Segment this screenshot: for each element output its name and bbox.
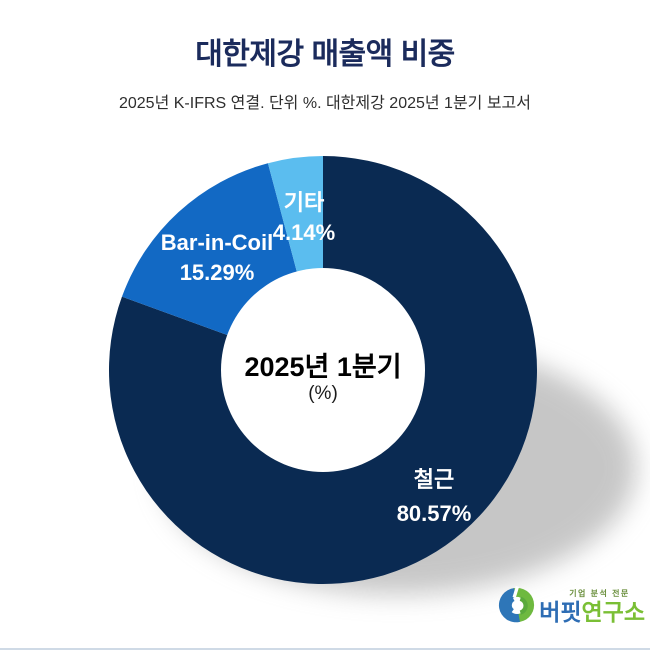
segment-label-gita: 기타	[284, 190, 325, 215]
chart-header: 대한제강 매출액 비중 2025년 K-IFRS 연결. 단위 %. 대한제강 …	[0, 0, 650, 112]
donut-center-label: 2025년 1분기	[244, 352, 401, 382]
logo-name-part1: 버핏	[539, 599, 582, 625]
segment-value-bar-in-coil: 15.29%	[180, 260, 255, 285]
segment-value-rebar: 80.57%	[397, 501, 472, 526]
segment-label-bar-in-coil: Bar-in-Coil	[161, 230, 273, 255]
buffett-lab-logo-text: 기업 분석 전문 버핏연구소	[539, 586, 645, 624]
image-bottom-border	[0, 648, 650, 650]
segment-label-rebar: 철근	[414, 467, 454, 492]
donut-hole	[221, 268, 425, 472]
logo-name: 버핏연구소	[539, 601, 645, 624]
page-subtitle: 2025년 K-IFRS 연결. 단위 %. 대한제강 2025년 1분기 보고…	[118, 95, 531, 112]
logo-name-part2: 연구소	[581, 599, 645, 625]
donut-center-sublabel: (%)	[308, 383, 338, 404]
page-title: 대한제강 매출액 비중	[195, 38, 455, 71]
buffett-lab-logo: 기업 분석 전문 버핏연구소	[498, 586, 645, 624]
segment-value-gita: 4.14%	[273, 220, 335, 245]
logo-tagline: 기업 분석 전문	[569, 589, 630, 598]
buffett-lab-logo-icon	[499, 586, 535, 623]
